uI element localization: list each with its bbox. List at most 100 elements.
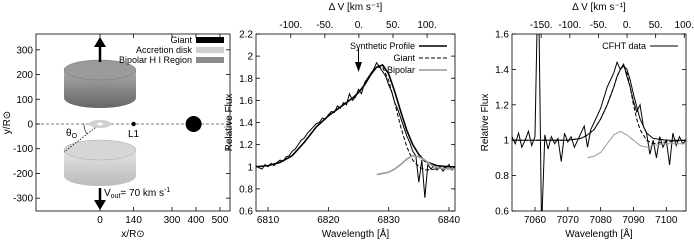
zero-velocity-arrow: [355, 48, 362, 72]
annotation: = 70 km s: [120, 188, 164, 199]
x-axis-label: x/R⊙: [121, 229, 144, 240]
y-tick-label: 1.2: [239, 140, 253, 151]
annotation: θ: [66, 128, 72, 139]
legend-label: Giant: [170, 35, 192, 45]
annotation: out: [111, 193, 121, 200]
legend-swatch: [196, 47, 224, 53]
y-tick-label: 100: [16, 95, 33, 106]
y-tick-label: -300: [13, 194, 33, 205]
x-tick-label: 140: [125, 215, 142, 226]
x-tick-label: 7070: [557, 215, 580, 226]
x-tick-label: 300: [164, 215, 181, 226]
y-axis-label: y/R⊙: [2, 111, 13, 134]
x-axis-label: Wavelength [Å]: [322, 227, 390, 240]
l1-label: L1: [128, 129, 140, 140]
y-tick-label: 0.6: [495, 207, 509, 218]
series-line: [256, 64, 455, 168]
x-tick-label: 6810: [257, 215, 280, 226]
x-tick-label: 0: [97, 215, 103, 226]
legend-label: Bipolar H I Region: [119, 55, 192, 65]
annotation: V: [104, 188, 111, 199]
y-tick-label: 0: [27, 119, 33, 130]
y-tick-label: 0.8: [495, 171, 509, 182]
y-tick-label: 2.2: [239, 30, 253, 41]
x-tick-label: 6830: [378, 215, 401, 226]
panel: -300 -200 -100 0 100 200 300 0 140 300 400 500 x/R⊙ y…: [2, 33, 231, 240]
series-line: [256, 66, 455, 171]
x2-tick-label: 0.: [623, 20, 631, 31]
schematic: θO L1 Vout= 70 km s-1: [36, 37, 230, 210]
theta-label: θO: [66, 128, 78, 140]
y-tick-label: 1.8: [239, 74, 253, 85]
x2-tick-label: -50.: [316, 20, 333, 31]
x-tick-label: 7080: [590, 215, 613, 226]
x-tick-label: 400: [188, 215, 205, 226]
panel: 0.6 0.8 1 1.2 1.4 1.6 1.8 2 2.2 6810 6820 6830 6840 -…: [224, 2, 461, 240]
y-tick-label: -100: [13, 144, 33, 155]
series-line: [376, 154, 455, 176]
legend-label: Accretion disk: [136, 45, 193, 55]
y-tick-label: 300: [16, 45, 33, 56]
panel: 0.6 0.8 1 1.2 1.4 1.6 7060 7070 7080 7090 7100 -150…: [480, 2, 694, 240]
plot-frame: [255, 33, 456, 212]
y-tick-label: 1.6: [239, 96, 253, 107]
x2-axis-label: Δ V [km s⁻¹]: [329, 2, 383, 13]
x2-axis-label: Δ V [km s⁻¹]: [572, 2, 626, 13]
x2-tick-label: 50.: [649, 20, 663, 31]
legend-label: Giant: [393, 53, 415, 63]
y-tick-label: 0.8: [239, 184, 253, 195]
x-tick-label: 7090: [622, 215, 645, 226]
y-tick-label: 1.6: [495, 30, 509, 41]
arrowhead: [94, 200, 106, 210]
annotation: O: [72, 133, 78, 140]
opening-angle-arc: [83, 123, 88, 135]
x2-tick-label: -50.: [590, 20, 607, 31]
series-line: [512, 65, 686, 141]
x2-tick-label: 100.: [417, 20, 436, 31]
plot-frame: [35, 33, 231, 212]
x2-tick-label: 100.: [675, 20, 694, 31]
annotation: -1: [164, 187, 170, 194]
x-tick-label: 500: [212, 215, 229, 226]
x2-tick-label: -100.: [558, 20, 581, 31]
legend-swatch: [196, 57, 224, 63]
legend-label: Bipolar: [387, 65, 415, 75]
x-tick-label: 6840: [438, 215, 461, 226]
series-line: [587, 130, 686, 159]
l1-point: [131, 121, 136, 127]
giant-star: [185, 116, 202, 132]
legend-label: Synthetic Profile: [350, 41, 415, 51]
series-line: [256, 61, 455, 198]
series-line: [512, 64, 686, 145]
bipolar-lower: [64, 150, 136, 186]
y-tick-label: 1.4: [495, 65, 509, 76]
x-tick-label: 7060: [524, 215, 547, 226]
legend-label: CFHT data: [602, 41, 646, 51]
x-axis-label: Wavelength [Å]: [565, 227, 633, 240]
bipolar-lower-top: [63, 139, 137, 161]
y-tick-label: 200: [16, 70, 33, 81]
vout-label: Vout= 70 km s-1: [104, 187, 170, 200]
x-tick-label: 7100: [655, 215, 678, 226]
plot-frame: [511, 33, 687, 212]
y-tick-label: 0.6: [239, 207, 253, 218]
series-line: [512, 34, 686, 211]
y-axis-label: Relative Flux: [480, 94, 491, 152]
arrowhead: [94, 37, 106, 47]
legend-swatch: [196, 37, 224, 43]
arrowhead: [355, 62, 362, 72]
x2-tick-label: 0.: [355, 20, 363, 31]
y-tick-label: 2: [247, 52, 253, 63]
x2-tick-label: -100.: [279, 20, 302, 31]
bipolar-upper: [64, 70, 136, 108]
y-axis-label: Relative Flux: [224, 94, 235, 152]
x2-tick-label: 50.: [386, 20, 400, 31]
x2-tick-label: -150.: [530, 20, 553, 31]
disk-center: [97, 122, 103, 126]
y-tick-label: 1.2: [495, 100, 509, 111]
y-tick-label: 1: [503, 136, 509, 147]
y-tick-label: 1: [247, 162, 253, 173]
x-tick-label: 6820: [317, 215, 340, 226]
y-tick-label: -200: [13, 169, 33, 180]
